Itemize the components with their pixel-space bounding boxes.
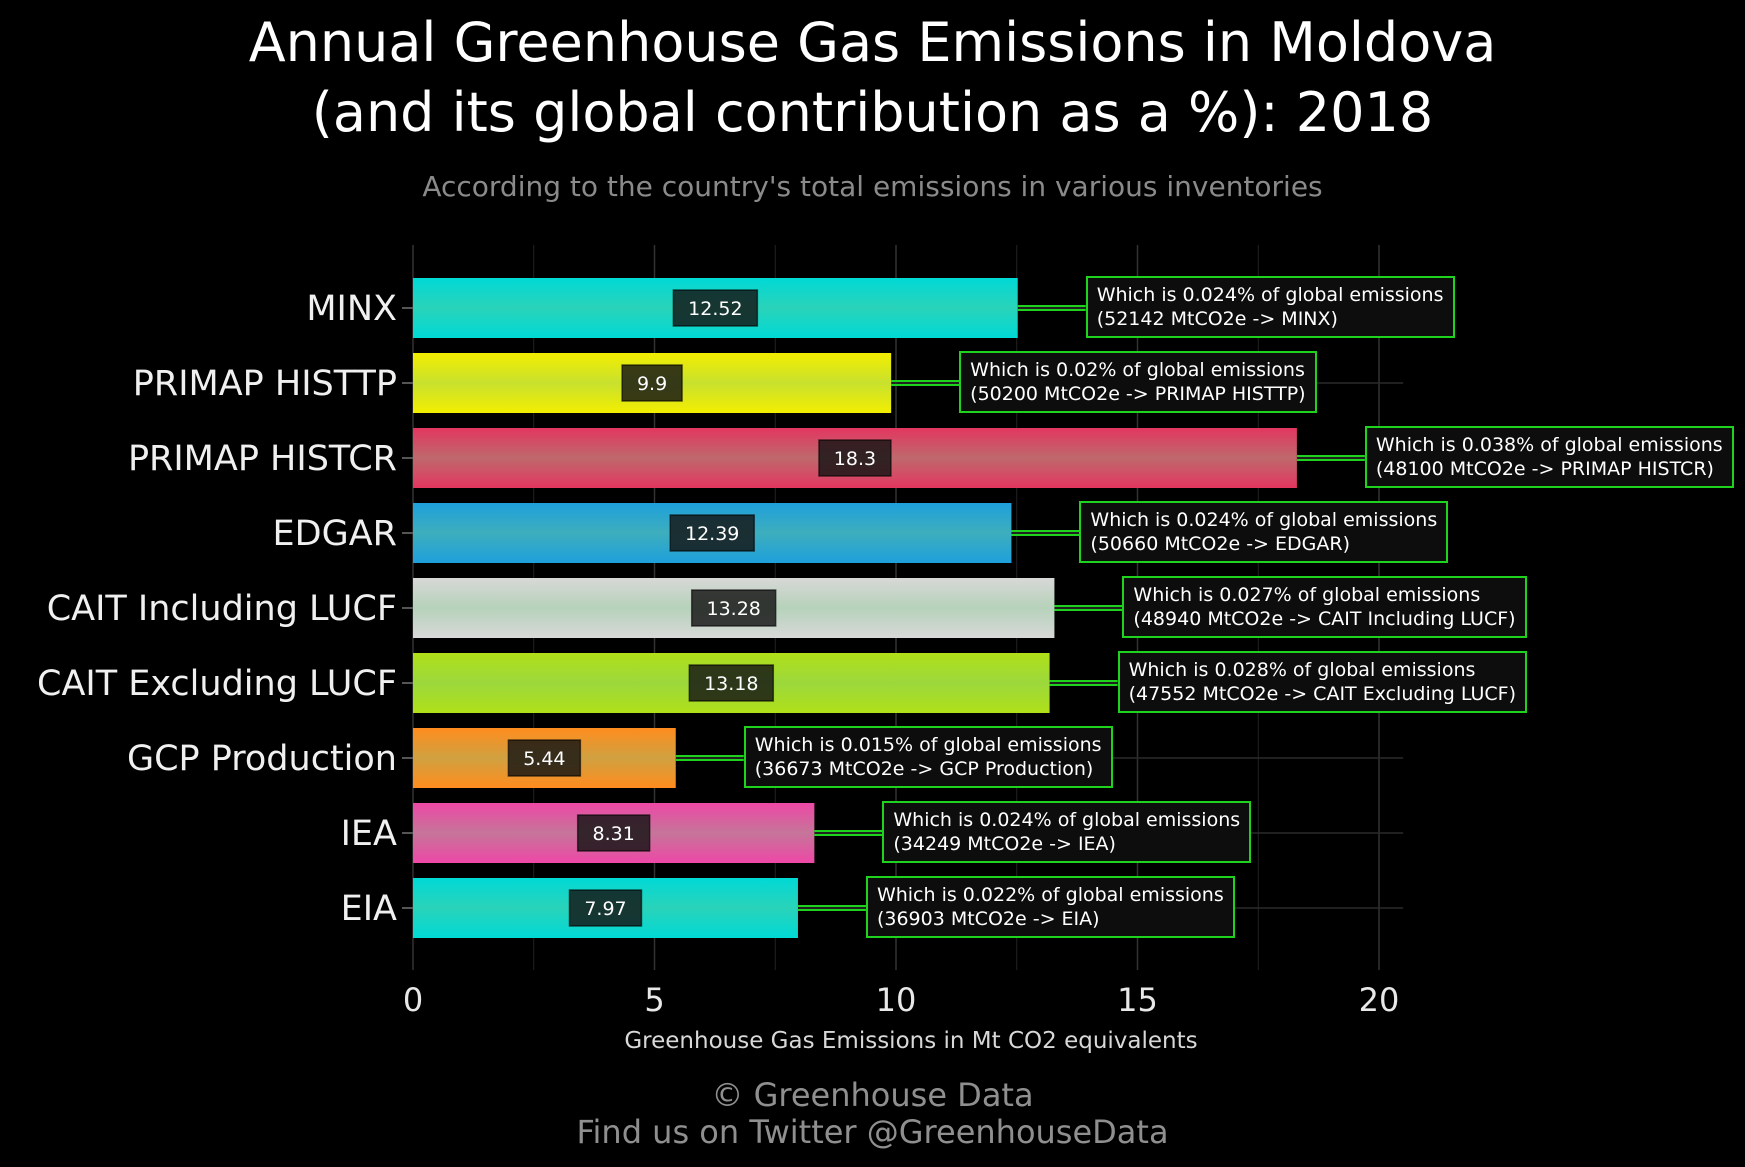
category-label: CAIT Excluding LUCF — [37, 664, 397, 704]
value-label: 9.9 — [637, 373, 667, 395]
annotation-line-2: (50660 MtCO2e -> EDGAR) — [1090, 533, 1350, 555]
annotation-line-1: Which is 0.024% of global emissions — [1090, 509, 1438, 531]
value-label: 18.3 — [834, 448, 876, 470]
annotation-line-1: Which is 0.024% of global emissions — [893, 809, 1241, 831]
annotation-line-2: (36903 MtCO2e -> EIA) — [876, 908, 1100, 930]
annotation-box: Which is 0.024% of global emissions (3424… — [882, 801, 1252, 863]
annotation-line-1: Which is 0.024% of global emissions — [1096, 284, 1444, 306]
value-label: 5.44 — [523, 748, 565, 770]
annotation-box: Which is 0.024% of global emissions (5214… — [1085, 276, 1455, 338]
value-label-box — [507, 739, 582, 777]
annotation-line-2: (34249 MtCO2e -> IEA) — [893, 833, 1116, 855]
category-label: EIA — [341, 889, 397, 929]
value-label: 7.97 — [584, 898, 626, 920]
annotation-box: Which is 0.038% of global emissions (4810… — [1364, 426, 1734, 488]
annotation-box: Which is 0.024% of global emissions (5066… — [1079, 501, 1449, 563]
value-label-box — [621, 364, 683, 402]
twitter-credit: Find us on Twitter @GreenhouseData — [576, 1113, 1169, 1151]
x-tick-label: 20 — [1359, 981, 1400, 1019]
value-label: 8.31 — [593, 823, 635, 845]
annotation-line-2: (48940 MtCO2e -> CAIT Including LUCF) — [1133, 608, 1516, 630]
category-label: MINX — [306, 289, 397, 329]
copyright-text: © Greenhouse Data — [711, 1076, 1034, 1114]
value-label-box — [576, 814, 651, 852]
category-label: PRIMAP HISTTP — [133, 364, 397, 404]
value-label-box — [818, 439, 892, 477]
annotation-line-1: Which is 0.02% of global emissions — [970, 359, 1305, 381]
value-label-box — [672, 289, 759, 327]
value-label: 13.28 — [707, 598, 761, 620]
annotation-line-1: Which is 0.022% of global emissions — [876, 884, 1224, 906]
value-label-box — [688, 664, 775, 702]
x-tick-label: 0 — [403, 981, 423, 1019]
annotation-line-2: (52142 MtCO2e -> MINX) — [1096, 308, 1338, 330]
category-label: PRIMAP HISTCR — [128, 439, 397, 479]
annotation-box: Which is 0.027% of global emissions (4894… — [1122, 576, 1527, 638]
annotation-line-1: Which is 0.028% of global emissions — [1128, 659, 1476, 681]
annotation-box: Which is 0.028% of global emissions (4755… — [1117, 651, 1528, 713]
value-label-box — [669, 514, 755, 552]
x-tick-label: 5 — [644, 981, 664, 1019]
value-label-box — [568, 889, 643, 927]
x-tick-label: 10 — [876, 981, 917, 1019]
annotation-line-1: Which is 0.027% of global emissions — [1133, 584, 1481, 606]
annotation-box: Which is 0.02% of global emissions (50200… — [959, 351, 1317, 413]
annotation-box: Which is 0.015% of global emissions (3667… — [743, 726, 1113, 788]
value-label: 13.18 — [704, 673, 758, 695]
chart-subtitle: According to the country's total emissio… — [422, 170, 1323, 203]
annotation-line-1: Which is 0.015% of global emissions — [754, 734, 1102, 756]
category-label: EDGAR — [273, 514, 397, 554]
chart-title: Annual Greenhouse Gas Emissions in Moldo… — [0, 8, 1745, 148]
title-line-2: (and its global contribution as a %): 20… — [311, 81, 1434, 144]
category-label: GCP Production — [127, 739, 397, 779]
annotation-line-2: (47552 MtCO2e -> CAIT Excluding LUCF) — [1128, 683, 1517, 705]
annotation-line-2: (50200 MtCO2e -> PRIMAP HISTTP) — [970, 383, 1306, 405]
title-line-1: Annual Greenhouse Gas Emissions in Moldo… — [248, 11, 1497, 74]
annotation-line-1: Which is 0.038% of global emissions — [1375, 434, 1723, 456]
x-tick-label: 15 — [1117, 981, 1158, 1019]
value-label-box — [690, 589, 777, 627]
category-label: CAIT Including LUCF — [47, 589, 397, 629]
annotation-line-2: (48100 MtCO2e -> PRIMAP HISTCR) — [1375, 458, 1714, 480]
x-axis-label: Greenhouse Gas Emissions in Mt CO2 equiv… — [624, 1028, 1197, 1054]
annotation-box: Which is 0.022% of global emissions (3690… — [865, 876, 1235, 938]
annotation-line-2: (36673 MtCO2e -> GCP Production) — [754, 758, 1094, 780]
value-label: 12.39 — [685, 523, 739, 545]
value-label: 12.52 — [688, 298, 742, 320]
category-label: IEA — [341, 814, 397, 854]
